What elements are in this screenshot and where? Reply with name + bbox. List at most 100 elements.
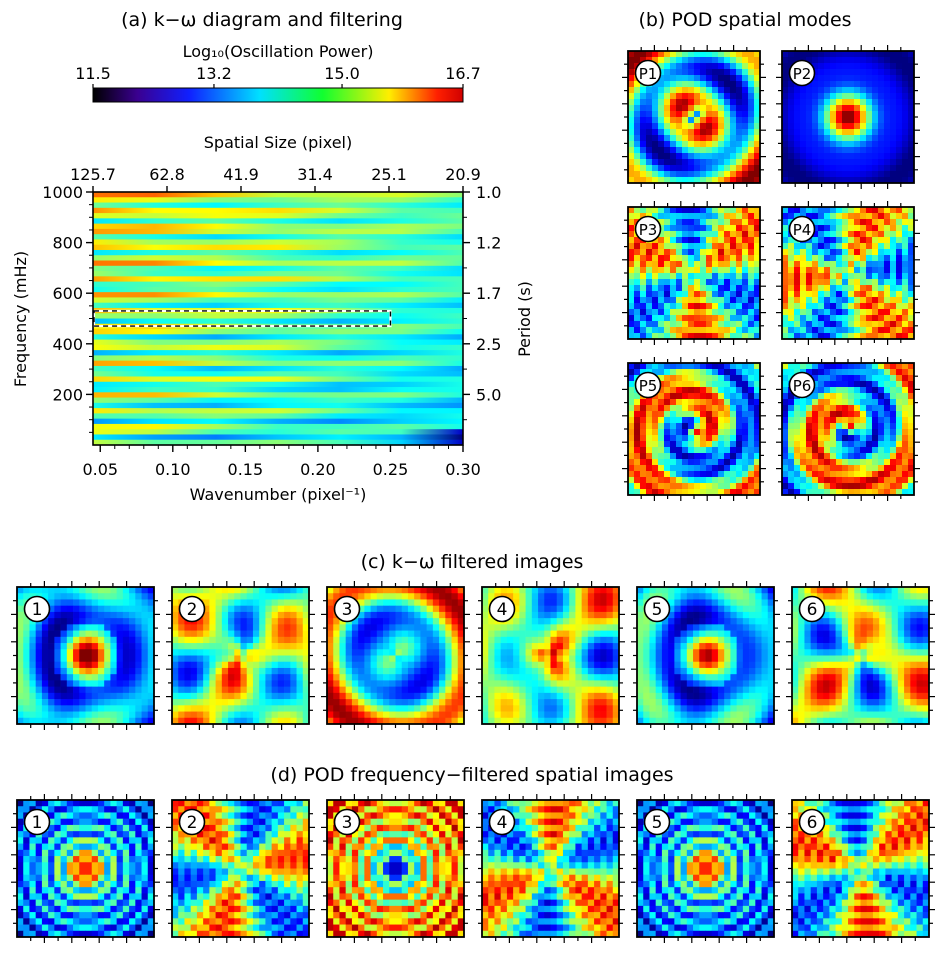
image-pixel bbox=[842, 147, 849, 154]
image-pixel bbox=[908, 261, 915, 268]
image-pixel bbox=[866, 435, 873, 442]
image-pixel bbox=[712, 57, 719, 64]
image-pixel bbox=[658, 207, 665, 214]
panel-c-title: (c) k−ω filtered images bbox=[361, 551, 584, 573]
image-pixel bbox=[646, 267, 653, 274]
image-pixel bbox=[29, 667, 37, 675]
image-pixel bbox=[884, 399, 891, 406]
image-pixel bbox=[754, 453, 761, 460]
image-pixel bbox=[700, 327, 707, 334]
image-pixel bbox=[432, 711, 440, 719]
image-pixel bbox=[754, 279, 761, 286]
image-pixel bbox=[700, 51, 707, 58]
image-pixel bbox=[658, 285, 665, 292]
image-pixel bbox=[91, 611, 99, 619]
image-pixel bbox=[196, 692, 204, 700]
image-pixel bbox=[712, 333, 719, 340]
image-pixel bbox=[664, 297, 671, 304]
image-pixel bbox=[724, 381, 731, 388]
heatmap-band bbox=[93, 418, 463, 425]
image-pixel bbox=[445, 599, 452, 607]
image-pixel bbox=[79, 649, 86, 656]
image-pixel bbox=[676, 159, 683, 166]
image-pixel bbox=[754, 267, 761, 274]
image-pixel bbox=[646, 471, 653, 478]
image-pixel bbox=[742, 225, 749, 232]
image-pixel bbox=[79, 618, 86, 625]
image-pixel bbox=[628, 321, 635, 328]
image-pixel bbox=[730, 267, 737, 274]
image-pixel bbox=[860, 225, 867, 232]
image-pixel bbox=[682, 237, 689, 244]
image-pixel bbox=[628, 423, 635, 430]
image-pixel bbox=[116, 692, 124, 700]
image-pixel bbox=[872, 261, 879, 268]
image-pixel bbox=[110, 587, 117, 594]
image-pixel bbox=[439, 705, 446, 712]
image-pixel bbox=[640, 429, 647, 436]
image-pixel bbox=[866, 405, 873, 412]
image-pixel bbox=[836, 273, 843, 280]
image-pixel bbox=[215, 605, 223, 613]
image-pixel bbox=[129, 686, 136, 694]
image-pixel bbox=[376, 643, 384, 650]
image-pixel bbox=[676, 399, 683, 406]
image-pixel bbox=[228, 674, 235, 681]
image-pixel bbox=[333, 643, 340, 650]
image-pixel bbox=[694, 225, 701, 232]
image-pixel bbox=[327, 636, 334, 644]
image-pixel bbox=[634, 315, 641, 322]
image-pixel bbox=[818, 387, 825, 394]
image-pixel bbox=[896, 429, 903, 436]
image-pixel bbox=[872, 465, 879, 472]
image-pixel bbox=[54, 674, 61, 681]
image-pixel bbox=[730, 315, 737, 322]
image-pixel bbox=[594, 599, 601, 607]
image-pixel bbox=[884, 99, 891, 106]
image-pixel bbox=[445, 630, 452, 638]
image-pixel bbox=[706, 477, 713, 484]
image-pixel bbox=[896, 465, 903, 472]
image-pixel bbox=[830, 255, 837, 262]
image-pixel bbox=[694, 291, 701, 298]
image-pixel bbox=[748, 363, 755, 370]
image-pixel bbox=[228, 587, 235, 594]
image-pixel bbox=[407, 587, 415, 594]
image-pixel bbox=[203, 686, 210, 694]
image-pixel bbox=[383, 692, 390, 700]
image-pixel bbox=[634, 249, 641, 256]
image-pixel bbox=[754, 141, 761, 148]
image-pixel bbox=[890, 141, 897, 148]
image-pixel bbox=[794, 117, 801, 124]
image-pixel bbox=[742, 51, 749, 58]
image-pixel bbox=[700, 141, 707, 148]
image-pixel bbox=[788, 483, 795, 490]
image-pixel bbox=[676, 135, 683, 142]
image-pixel bbox=[884, 171, 891, 178]
image-pixel bbox=[652, 165, 659, 172]
image-pixel bbox=[23, 705, 30, 712]
image-pixel bbox=[488, 618, 495, 625]
image-pixel bbox=[676, 99, 683, 106]
image-pixel bbox=[878, 81, 885, 88]
image-pixel bbox=[646, 159, 653, 166]
image-pixel bbox=[688, 291, 695, 298]
image-pixel bbox=[682, 57, 689, 64]
image-pixel bbox=[203, 699, 210, 706]
image-pixel bbox=[700, 471, 707, 478]
image-pixel bbox=[414, 599, 421, 607]
image-pixel bbox=[794, 273, 801, 280]
image-pixel bbox=[812, 159, 819, 166]
image-pixel bbox=[640, 111, 647, 118]
image-pixel bbox=[676, 489, 683, 496]
image-pixel bbox=[445, 649, 452, 656]
image-pixel bbox=[836, 441, 843, 448]
x-tick-label: 0.25 bbox=[373, 460, 409, 479]
image-pixel bbox=[866, 135, 873, 142]
image-pixel bbox=[718, 411, 725, 418]
image-pixel bbox=[277, 655, 285, 663]
image-pixel bbox=[634, 99, 641, 106]
image-pixel bbox=[190, 649, 198, 656]
image-pixel bbox=[302, 667, 310, 675]
image-pixel bbox=[581, 611, 589, 619]
